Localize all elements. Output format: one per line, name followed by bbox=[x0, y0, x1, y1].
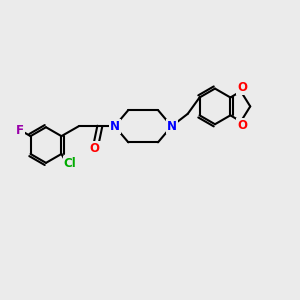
Text: O: O bbox=[90, 142, 100, 155]
Text: O: O bbox=[237, 119, 247, 132]
Text: N: N bbox=[110, 120, 120, 133]
Text: Cl: Cl bbox=[64, 157, 76, 170]
Text: O: O bbox=[237, 81, 247, 94]
Text: F: F bbox=[16, 124, 24, 137]
Text: N: N bbox=[167, 120, 177, 133]
